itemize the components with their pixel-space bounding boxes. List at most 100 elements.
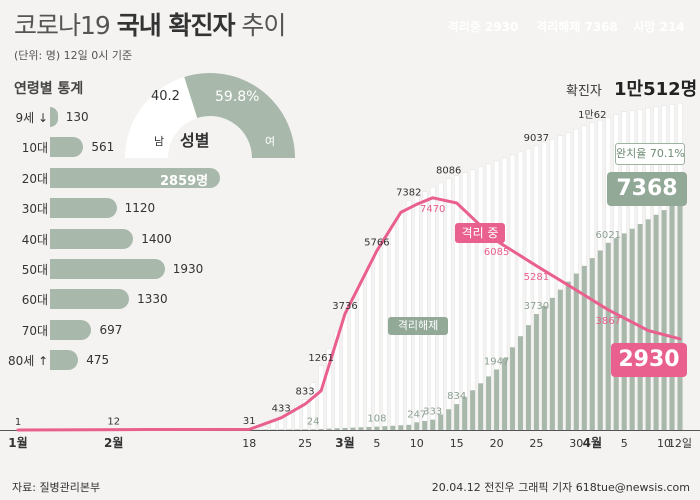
point-value-label: 8086 [436,166,461,177]
recovered-bar [653,214,659,430]
age-value-label: 2859명 [160,173,209,189]
age-bar [50,137,84,158]
unit-note: (단위: 명) 12일 0시 기준 [14,49,133,62]
age-tick-label: 40대 [21,232,48,247]
point-value-label: 108 [367,414,386,425]
recovered-bar [510,347,515,430]
recovered-bar [318,428,324,430]
confirmed-bar [414,195,420,431]
recovered-bar [398,425,404,430]
recovered-bar [589,258,595,430]
recovered-bar [286,429,292,430]
age-bar [50,198,117,219]
recovered-bar [438,414,444,430]
title-prefix: 코로나19 [14,11,117,40]
age-tick-label: 70대 [21,323,48,338]
recovery-rate-box: 완치율 70.1% [615,143,685,165]
point-value-label: 333 [423,407,442,418]
recovered-bar [422,420,428,430]
age-value-label: 561 [91,140,115,155]
point-value-label: 1만62 [578,109,606,121]
x-tick-label: 3월 [335,435,354,450]
age-value-label: 697 [99,322,123,337]
recovered-bar [557,289,563,430]
point-value-label: 6021 [595,230,620,241]
point-value-label: 7382 [396,188,421,199]
point-value-label: 834 [447,391,466,402]
male-label: 남 [154,135,165,148]
age-value-label: 1120 [124,201,156,216]
point-value-label: 247 [407,409,426,420]
recovered-bar [430,419,436,430]
isolated-line [16,196,682,432]
recovered-bar [334,428,340,430]
recovered-bar [342,427,348,430]
x-tick-label: 12일 [668,436,692,450]
age-bar [50,167,220,188]
recovered-bar [597,250,603,430]
recovered-total-badge: 7368 [607,172,687,206]
recovered-bar [406,424,412,430]
title-bold: 국내 확진자 [116,11,236,40]
recovered-bar [613,238,619,430]
age-tick-label: 50대 [21,263,48,277]
age-value-label: 1330 [137,292,168,307]
recovered-bar [358,427,364,430]
x-tick-label: 10 [410,437,424,450]
recovered-bar [486,376,492,430]
recovered-bar [645,219,651,430]
age-tick-label: 30대 [21,202,48,217]
age-bar [50,107,58,127]
recovered-bar [533,314,539,430]
confirmed-bar [422,191,428,431]
confirmed-bar [358,282,364,431]
badge-isolated: 격리중 2930 [447,20,519,34]
confirmed-bar [350,297,356,431]
x-tick-label: 18 [242,437,256,450]
female-label: 여 [265,135,276,148]
age-bar [50,350,79,371]
recovered-bar [278,429,284,430]
recovered-bar [565,281,571,430]
recovered-bar [454,404,460,430]
point-value-label: 5766 [364,238,389,249]
x-tick-label: 10 [657,437,671,450]
age-bar [50,259,165,279]
recovered-bar [605,242,611,430]
recovered-bar [350,427,356,430]
badge-deceased: 사망 214 [633,20,685,34]
point-value-label: 3867 [595,316,620,327]
point-value-label: 1261 [308,353,333,364]
confirmed-bar [374,250,380,431]
isolated-total-badge: 2930 [611,343,687,377]
page-title: 코로나19 국내 확진자 추이 [14,6,286,42]
recovered-bar [374,426,380,430]
gender-slice [184,73,295,158]
recovered-bar [629,228,635,430]
confirmed-bar [438,182,444,431]
total-label: 확진자 [566,84,602,99]
recovered-bar [366,426,372,430]
age-value-label: 130 [65,110,89,124]
recovered-bar [470,390,476,430]
total-value: 1만512명 [614,79,698,100]
female-share: 59.8% [215,89,260,105]
confirmed-bar [430,187,436,431]
recovered-bar [661,210,667,430]
recovered-bar [541,305,547,430]
x-tick-label: 25 [529,437,543,450]
point-value-label: 9037 [524,133,549,144]
age-value-label: 475 [86,353,110,368]
recovered-bar [390,425,396,430]
age-bar [50,289,130,310]
confirmed-bar [406,200,412,431]
x-tick-label: 5 [373,437,380,450]
point-value-label: 3736 [332,301,357,312]
recovered-bar [294,429,300,430]
recovered-bar [549,297,555,430]
confirmed-bar [382,237,388,431]
point-value-label: 5281 [524,272,549,283]
point-value-label: 6085 [484,247,509,258]
